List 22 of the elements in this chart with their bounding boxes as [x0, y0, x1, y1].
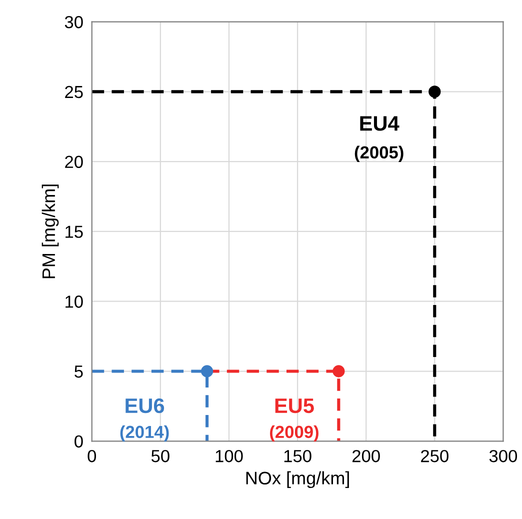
annotation: (2009): [270, 425, 318, 442]
series-label: EU4: [360, 116, 400, 131]
x-tick-label: 200: [352, 450, 380, 462]
y-tick-label: 5: [74, 366, 83, 378]
x-axis-title: NOx [mg/km]: [246, 471, 349, 488]
x-tick-label: 250: [421, 450, 448, 462]
y-axis-title: PM [mg/km]: [42, 184, 59, 278]
annotation: (2014): [120, 425, 169, 442]
y-tick-label: 20: [65, 156, 83, 168]
annotation: (2005): [354, 146, 404, 162]
y-tick-label: 15: [66, 226, 83, 238]
x-tick-label: 300: [489, 450, 518, 462]
y-tick-label: 30: [64, 16, 83, 28]
y-tick-label: 25: [65, 86, 83, 98]
y-tick-label: 0: [74, 435, 83, 448]
x-tick-label: 50: [151, 450, 170, 462]
y-tick-label: 10: [66, 296, 83, 308]
x-tick-label: 0: [88, 450, 96, 462]
series-label: EU5: [275, 398, 314, 414]
x-tick-label: 150: [284, 450, 312, 462]
x-tick-label: 100: [216, 450, 243, 462]
text: EU6: [126, 398, 164, 414]
